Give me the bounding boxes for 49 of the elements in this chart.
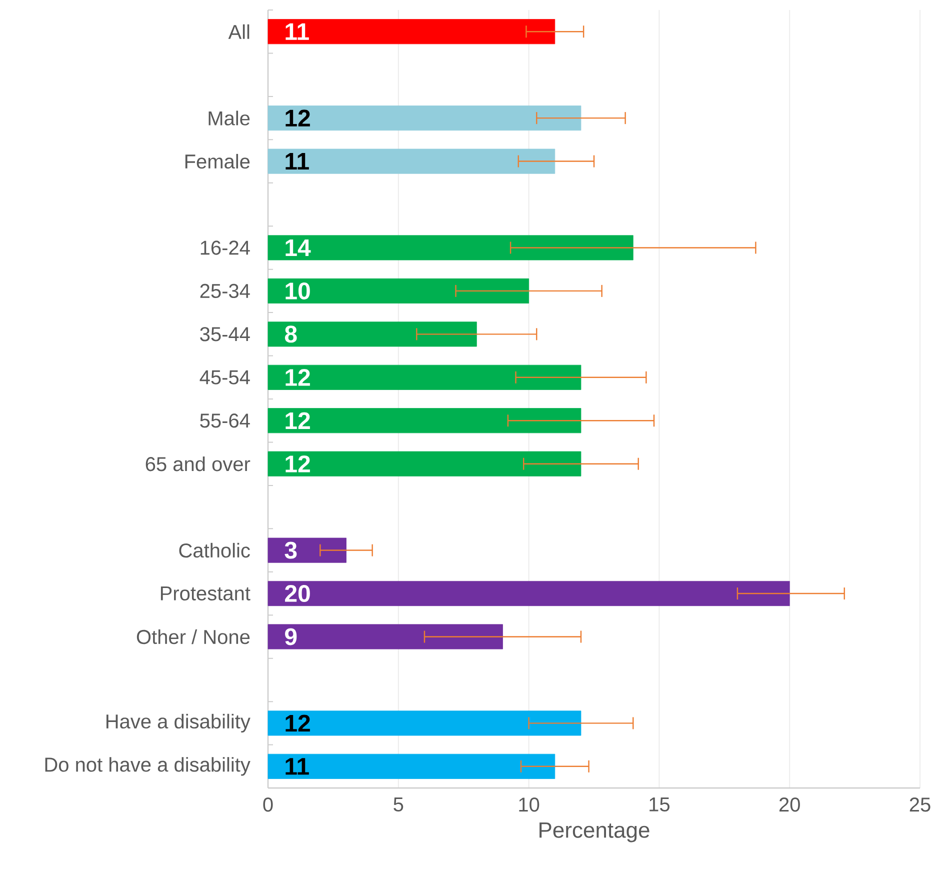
y-tick-label: 55-64 (200, 414, 250, 428)
data-label: 14 (286, 239, 311, 256)
bar (268, 278, 529, 304)
bar (268, 364, 582, 390)
data-label: 10 (286, 282, 310, 300)
data-label: 12 (286, 455, 310, 472)
bar (268, 710, 582, 736)
bar (268, 624, 503, 650)
y-tick-label: 65 and over (146, 456, 250, 472)
data-label: 12 (286, 714, 310, 732)
bar (268, 408, 582, 434)
bar (268, 322, 477, 347)
data-label: 11 (286, 23, 309, 40)
bar (268, 235, 634, 260)
x-tick-label: 10 (519, 798, 540, 812)
y-tick-label: 35-44 (200, 327, 250, 342)
bar (268, 580, 790, 606)
x-tick-label: 5 (394, 798, 404, 812)
data-label: 8 (284, 326, 297, 343)
y-tick-label: Female (185, 154, 250, 169)
y-tick-label: 25-34 (200, 284, 250, 298)
y-tick-label: Have a disability (106, 714, 250, 732)
data-label: 12 (286, 369, 310, 386)
y-tick-label: 45-54 (200, 370, 250, 384)
y-tick-label: Protestant (160, 586, 250, 600)
bar (268, 538, 346, 563)
x-tick-label: 25 (910, 798, 930, 812)
y-tick-label: Catholic (179, 542, 250, 558)
y-tick-label: Other / None (136, 629, 250, 644)
y-tick-label: Do not have a disability (45, 757, 250, 776)
bar (268, 754, 556, 779)
data-label: 12 (286, 412, 310, 429)
x-tick-label: 0 (263, 798, 273, 812)
y-tick-label: 16-24 (200, 240, 250, 255)
x-axis-title: Percentage (540, 822, 650, 842)
data-label: 3 (284, 542, 297, 559)
bar (268, 106, 582, 131)
data-label: 11 (286, 758, 309, 775)
x-tick-label: 20 (779, 798, 800, 812)
bar (268, 148, 556, 174)
data-label: 9 (285, 628, 297, 646)
y-tick-label: Male (208, 110, 250, 126)
data-label: 11 (286, 153, 309, 170)
x-tick-label: 15 (650, 798, 670, 812)
data-label: 12 (286, 110, 310, 126)
data-label: 20 (285, 585, 310, 602)
bar (268, 451, 582, 476)
y-tick-label: All (228, 24, 250, 39)
bar (268, 19, 556, 44)
